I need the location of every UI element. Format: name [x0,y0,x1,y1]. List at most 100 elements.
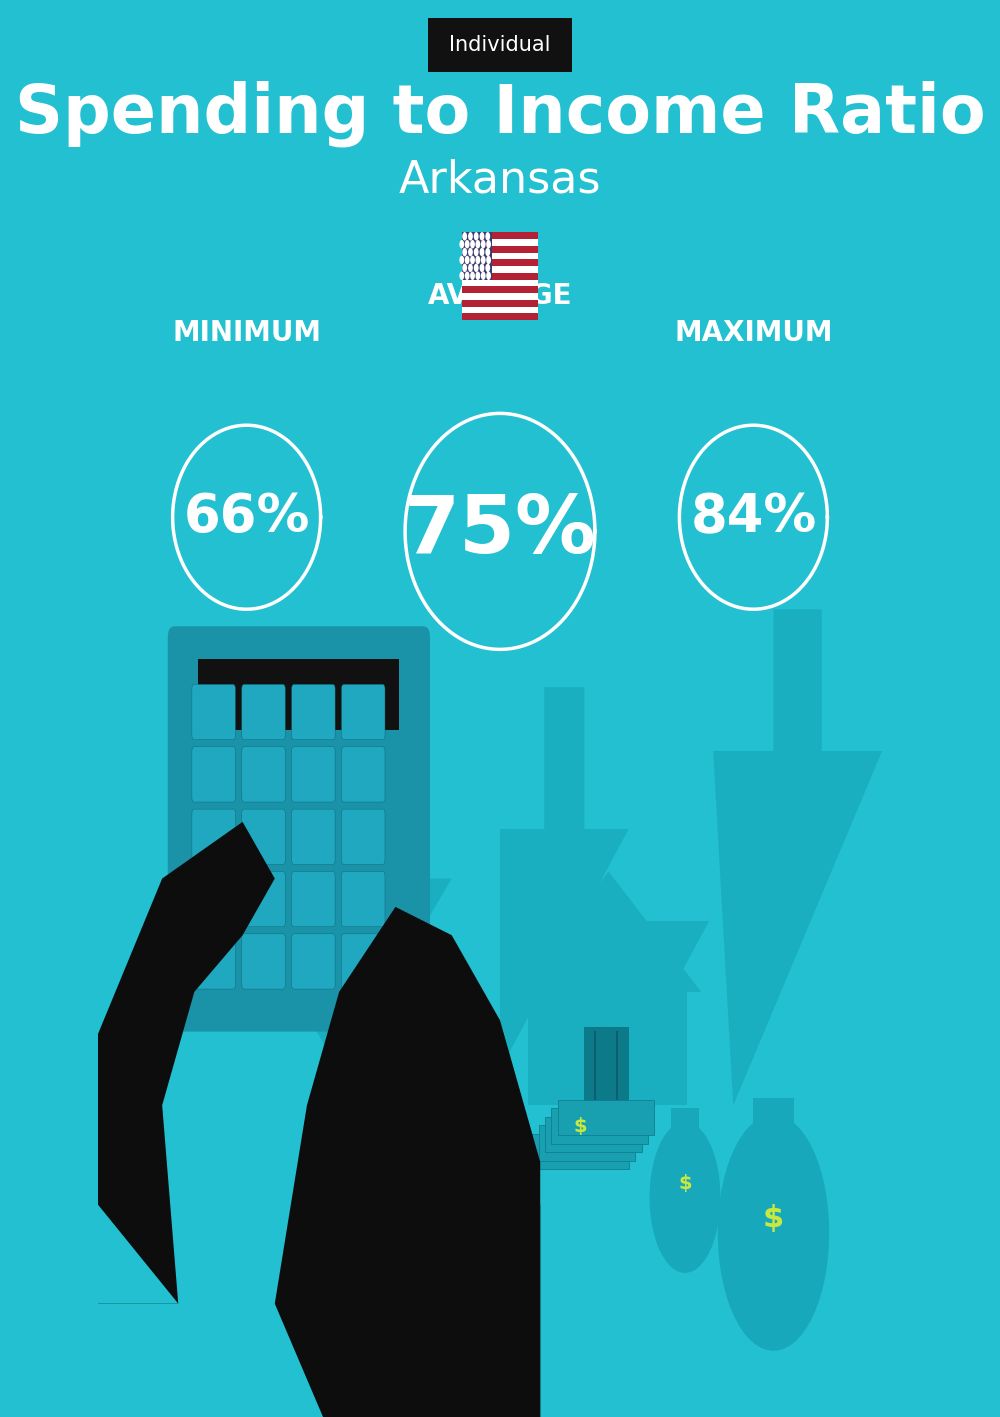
FancyBboxPatch shape [462,273,538,279]
Text: Arkansas: Arkansas [399,159,601,201]
FancyBboxPatch shape [462,306,538,313]
Circle shape [485,232,490,241]
FancyBboxPatch shape [462,252,538,259]
Polygon shape [98,1204,178,1304]
Circle shape [465,272,470,281]
Circle shape [474,232,479,241]
FancyBboxPatch shape [462,293,538,300]
FancyBboxPatch shape [342,684,385,740]
FancyBboxPatch shape [342,934,385,989]
FancyBboxPatch shape [558,1100,654,1135]
Circle shape [485,264,490,272]
FancyBboxPatch shape [539,1125,635,1161]
FancyBboxPatch shape [462,266,538,273]
Circle shape [468,232,473,241]
Circle shape [462,264,467,272]
FancyBboxPatch shape [551,1108,648,1144]
FancyBboxPatch shape [462,286,538,293]
Polygon shape [719,1115,829,1350]
FancyBboxPatch shape [292,934,335,989]
FancyBboxPatch shape [462,300,538,306]
Polygon shape [227,879,452,1070]
FancyBboxPatch shape [462,239,538,247]
Polygon shape [275,907,540,1417]
FancyBboxPatch shape [192,934,235,989]
FancyBboxPatch shape [242,684,285,740]
FancyBboxPatch shape [532,1134,629,1169]
Text: 66%: 66% [183,492,310,543]
FancyBboxPatch shape [462,313,538,320]
Circle shape [462,248,467,256]
Text: MINIMUM: MINIMUM [172,319,321,347]
Circle shape [481,239,486,248]
Polygon shape [516,871,701,992]
FancyBboxPatch shape [292,684,335,740]
FancyBboxPatch shape [462,259,538,266]
FancyBboxPatch shape [292,747,335,802]
FancyBboxPatch shape [342,747,385,802]
Circle shape [470,239,475,248]
FancyBboxPatch shape [462,232,492,279]
Circle shape [486,272,491,281]
FancyBboxPatch shape [462,232,538,239]
Polygon shape [500,687,629,1070]
Circle shape [465,255,470,264]
Circle shape [470,272,475,281]
FancyBboxPatch shape [671,1108,699,1139]
Text: 84%: 84% [690,492,817,543]
Circle shape [480,264,484,272]
FancyBboxPatch shape [292,871,335,927]
Circle shape [485,248,490,256]
Circle shape [462,232,467,241]
Circle shape [481,272,486,281]
Polygon shape [299,1204,540,1417]
Circle shape [475,239,480,248]
Circle shape [468,264,473,272]
Polygon shape [713,609,882,1105]
FancyBboxPatch shape [292,809,335,864]
FancyBboxPatch shape [753,1098,794,1141]
Circle shape [474,248,479,256]
Circle shape [459,272,464,281]
Polygon shape [650,1122,720,1272]
Circle shape [486,239,491,248]
FancyBboxPatch shape [462,247,538,252]
Circle shape [459,239,464,248]
FancyBboxPatch shape [545,1117,642,1152]
Circle shape [459,255,464,264]
Text: $: $ [678,1173,692,1193]
Text: $: $ [763,1204,784,1233]
FancyBboxPatch shape [242,934,285,989]
FancyBboxPatch shape [192,747,235,802]
Circle shape [474,264,479,272]
FancyBboxPatch shape [584,1027,629,1105]
FancyBboxPatch shape [192,871,235,927]
FancyBboxPatch shape [528,985,687,1105]
Text: $: $ [574,1117,587,1136]
FancyBboxPatch shape [342,809,385,864]
Circle shape [468,248,473,256]
FancyBboxPatch shape [342,871,385,927]
FancyBboxPatch shape [168,626,430,1032]
FancyBboxPatch shape [198,659,399,730]
Circle shape [480,248,484,256]
Text: Individual: Individual [449,35,551,55]
Text: Spending to Income Ratio: Spending to Income Ratio [15,81,985,146]
FancyBboxPatch shape [428,18,572,72]
FancyBboxPatch shape [192,684,235,740]
Polygon shape [98,822,275,1304]
Circle shape [475,255,480,264]
Polygon shape [218,1304,323,1417]
Circle shape [480,232,484,241]
Text: AVERAGE: AVERAGE [428,282,572,310]
Text: MAXIMUM: MAXIMUM [674,319,833,347]
Circle shape [481,255,486,264]
Circle shape [475,272,480,281]
FancyBboxPatch shape [242,747,285,802]
FancyBboxPatch shape [192,809,235,864]
Circle shape [470,255,475,264]
Circle shape [486,255,491,264]
FancyBboxPatch shape [462,279,538,286]
Polygon shape [548,921,709,1070]
Circle shape [465,239,470,248]
